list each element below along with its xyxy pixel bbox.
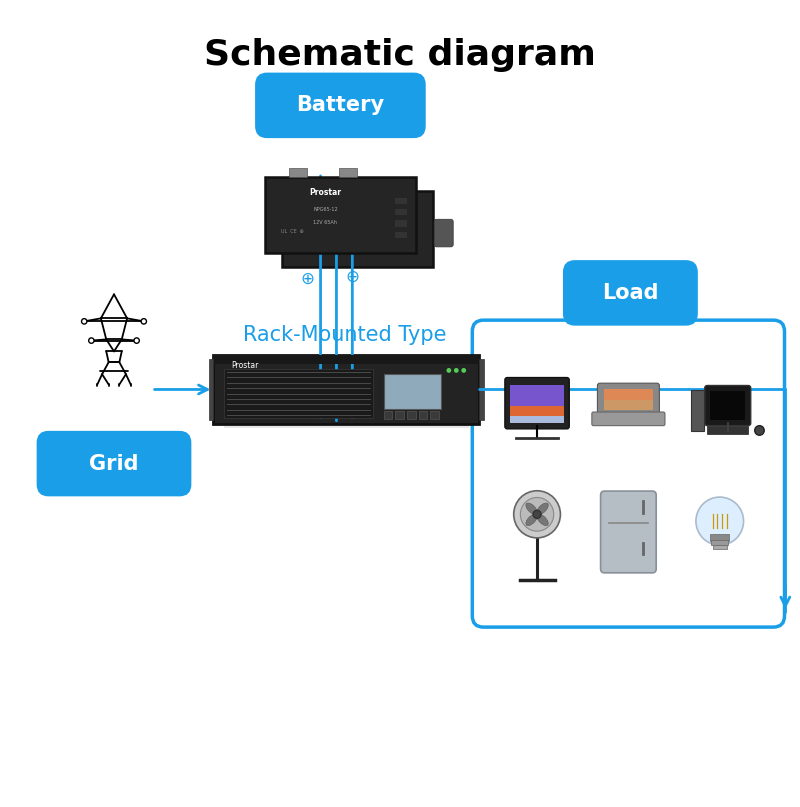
Text: ⊕: ⊕ bbox=[300, 270, 314, 288]
Bar bbox=[711, 540, 728, 545]
Circle shape bbox=[141, 319, 146, 324]
Bar bbox=[384, 411, 392, 419]
Text: Prostar: Prostar bbox=[310, 188, 342, 197]
Bar bbox=[265, 177, 416, 253]
FancyBboxPatch shape bbox=[256, 73, 425, 137]
Text: Rack-Mounted Type: Rack-Mounted Type bbox=[242, 325, 446, 345]
Circle shape bbox=[696, 497, 743, 546]
FancyBboxPatch shape bbox=[705, 386, 750, 425]
Text: Prostar: Prostar bbox=[231, 361, 259, 370]
Bar bbox=[691, 391, 704, 431]
Ellipse shape bbox=[526, 514, 538, 525]
Text: UL  CE  ⊕: UL CE ⊕ bbox=[281, 229, 303, 234]
Bar bbox=[394, 220, 407, 227]
Circle shape bbox=[754, 425, 764, 435]
Bar bbox=[356, 182, 374, 191]
FancyBboxPatch shape bbox=[505, 378, 570, 429]
Bar bbox=[214, 355, 479, 364]
Bar bbox=[510, 385, 564, 423]
Bar bbox=[604, 389, 653, 411]
Bar bbox=[418, 411, 427, 419]
Bar bbox=[395, 411, 404, 419]
Bar bbox=[306, 182, 325, 191]
Ellipse shape bbox=[537, 514, 548, 525]
Text: NPG65-12: NPG65-12 bbox=[313, 207, 338, 211]
FancyBboxPatch shape bbox=[601, 491, 656, 573]
Bar bbox=[394, 232, 407, 238]
Text: 12V 65Ah: 12V 65Ah bbox=[314, 220, 338, 225]
Bar bbox=[224, 369, 373, 418]
FancyBboxPatch shape bbox=[564, 261, 697, 325]
Bar bbox=[479, 359, 484, 420]
Text: Schematic diagram: Schematic diagram bbox=[204, 38, 596, 72]
FancyBboxPatch shape bbox=[592, 412, 665, 425]
Bar bbox=[707, 426, 748, 434]
Bar bbox=[430, 411, 439, 419]
Circle shape bbox=[89, 338, 94, 343]
Bar bbox=[407, 411, 415, 419]
Text: Battery: Battery bbox=[296, 95, 385, 115]
Circle shape bbox=[533, 510, 541, 518]
Bar bbox=[510, 416, 564, 423]
Ellipse shape bbox=[526, 503, 538, 515]
Text: Load: Load bbox=[602, 283, 658, 303]
Bar bbox=[510, 406, 564, 423]
FancyBboxPatch shape bbox=[214, 355, 479, 424]
Circle shape bbox=[134, 338, 139, 343]
Ellipse shape bbox=[537, 503, 548, 515]
Bar bbox=[289, 168, 307, 177]
Circle shape bbox=[446, 368, 451, 373]
Circle shape bbox=[462, 368, 466, 373]
Bar bbox=[384, 374, 441, 408]
FancyBboxPatch shape bbox=[434, 220, 454, 247]
Bar bbox=[710, 391, 745, 420]
Bar bbox=[713, 545, 727, 550]
Bar bbox=[282, 191, 434, 267]
Circle shape bbox=[82, 319, 87, 324]
Bar bbox=[394, 198, 407, 203]
Text: ⊖: ⊖ bbox=[346, 268, 359, 286]
Bar bbox=[604, 389, 653, 399]
Circle shape bbox=[520, 497, 554, 531]
Circle shape bbox=[454, 368, 458, 373]
Bar bbox=[339, 168, 357, 177]
FancyBboxPatch shape bbox=[598, 383, 659, 416]
Bar bbox=[710, 534, 730, 541]
Text: Grid: Grid bbox=[90, 454, 138, 474]
Bar bbox=[224, 424, 469, 429]
Bar bbox=[209, 359, 214, 420]
Bar bbox=[394, 209, 407, 215]
Circle shape bbox=[514, 491, 561, 538]
FancyBboxPatch shape bbox=[472, 320, 785, 627]
FancyBboxPatch shape bbox=[38, 432, 190, 495]
